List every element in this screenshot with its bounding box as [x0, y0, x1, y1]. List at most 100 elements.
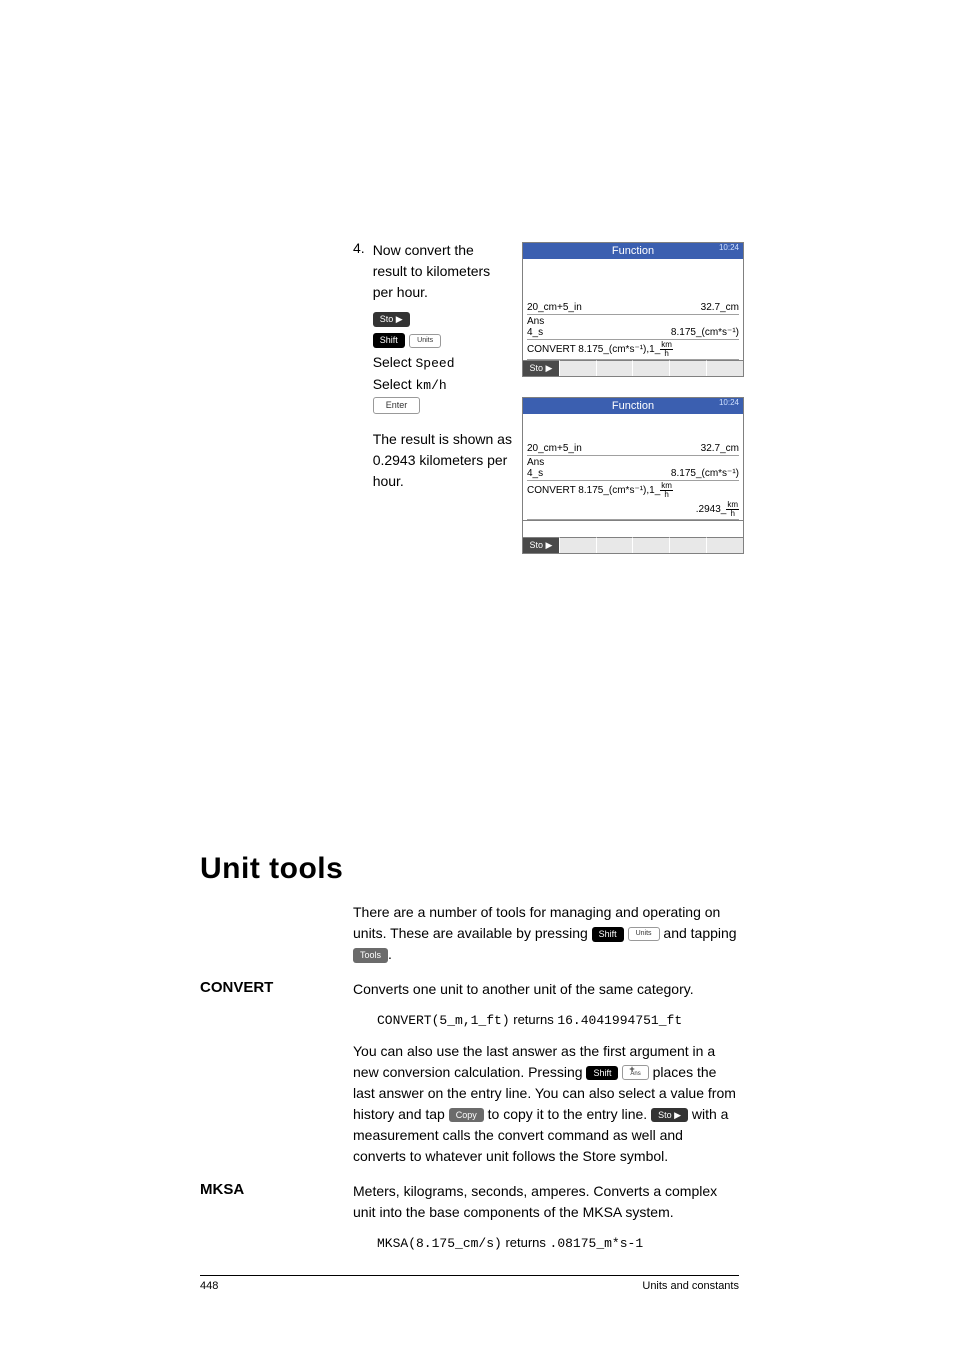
calc-cell: Ans — [527, 316, 544, 327]
units-key: Units — [628, 927, 660, 941]
select-mono-1: Speed — [416, 356, 455, 371]
key-sequence: Sto ▶ Shift Units — [373, 311, 523, 350]
convert-text-c: to copy it to the entry line. — [488, 1106, 651, 1122]
mksa-intro: Meters, kilograms, seconds, amperes. Con… — [353, 1181, 739, 1223]
fraction: kmh — [726, 501, 739, 518]
calc-cell: 4_s — [527, 327, 543, 338]
convert-row: CONVERT Converts one unit to another uni… — [200, 979, 739, 1167]
convert-label: CONVERT — [200, 979, 353, 1167]
mksa-code: MKSA(8.175_cm/s) returns .08175_m*s-1 — [377, 1233, 739, 1254]
code-mid: returns — [510, 1012, 558, 1027]
fraction: kmh — [660, 482, 673, 499]
intro-text-2: and tapping — [663, 925, 736, 941]
code-right: 16.4041994751_ft — [557, 1013, 682, 1028]
mksa-row: MKSA Meters, kilograms, seconds, amperes… — [200, 1181, 739, 1264]
select-prefix-1: Select — [373, 354, 416, 370]
calc-menu-empty — [707, 537, 743, 553]
intro-row: There are a number of tools for managing… — [200, 902, 739, 965]
mksa-body: Meters, kilograms, seconds, amperes. Con… — [353, 1181, 739, 1264]
calc-menu-empty — [670, 537, 707, 553]
footer-title: Units and constants — [642, 1280, 739, 1292]
calc-body-1: 20_cm+5_in 32.7_cm Ans 4_s 8.175_(cm*s⁻¹… — [523, 259, 743, 360]
calc-title-text-1: Function — [612, 245, 654, 257]
select-line-2: Select km/h — [373, 374, 523, 396]
copy-key: Copy — [449, 1108, 484, 1123]
frac-bot: h — [663, 350, 669, 358]
calc-cell: CONVERT 8.175_(cm*s⁻¹),1_kmh — [527, 482, 673, 499]
shift-key: Shift — [373, 333, 405, 348]
calc-menu-1: Sto ▶ — [523, 360, 743, 376]
step-content: Now convert the result to kilometers per… — [373, 240, 523, 492]
fraction: kmh — [660, 341, 673, 358]
calc-menu-empty — [633, 537, 670, 553]
sto-key: Sto ▶ — [373, 312, 410, 327]
calc-menu-empty — [707, 360, 743, 376]
calc-menu-empty — [633, 360, 670, 376]
step-text: Now convert the result to kilometers per… — [373, 240, 508, 303]
mksa-label: MKSA — [200, 1181, 353, 1264]
calc-convert-text: CONVERT 8.175_(cm*s⁻¹),1_ — [527, 485, 660, 496]
calc-menu-empty — [597, 360, 634, 376]
calc-title-text-2: Function — [612, 400, 654, 412]
calc-menu-sto: Sto ▶ — [523, 537, 560, 553]
calc-menu-empty — [560, 537, 597, 553]
calc-title-2: Function 10:24 — [523, 398, 743, 414]
frac-bot: h — [663, 491, 669, 499]
calc-row: 20_cm+5_in 32.7_cm — [527, 301, 739, 315]
calc-cell: 8.175_(cm*s⁻¹) — [671, 327, 739, 338]
shift-key: Shift — [586, 1066, 618, 1081]
calc-menu-2: Sto ▶ — [523, 537, 743, 553]
code-right: .08175_m*s-1 — [550, 1236, 644, 1251]
calc-cell: 32.7_cm — [701, 443, 739, 454]
select-prefix-2: Select — [373, 376, 416, 392]
convert-para: You can also use the last answer as the … — [353, 1041, 739, 1167]
enter-key-row: Enter — [373, 397, 523, 415]
section-heading: Unit tools — [200, 852, 739, 886]
frac-bot: h — [729, 510, 735, 518]
calc-body-2: 20_cm+5_in 32.7_cm Ans 4_s 8.175_(cm*s⁻¹… — [523, 414, 743, 520]
calc-convert-text: CONVERT 8.175_(cm*s⁻¹),1_ — [527, 344, 660, 355]
select-line-1: Select Speed — [373, 352, 523, 374]
page-number: 448 — [200, 1280, 218, 1292]
calc-row: 4_s 8.175_(cm*s⁻¹) — [527, 467, 739, 481]
calc-screen-2: Function 10:24 20_cm+5_in 32.7_cm Ans 4_… — [522, 397, 744, 554]
units-key: Units — [409, 334, 441, 348]
enter-key: Enter — [373, 397, 421, 414]
calc-menu-empty — [597, 537, 634, 553]
calc-cell: 4_s — [527, 468, 543, 479]
calc-row: CONVERT 8.175_(cm*s⁻¹),1_kmh — [527, 481, 739, 500]
page-footer: 448 Units and constants — [200, 1275, 739, 1292]
intro-body: There are a number of tools for managing… — [353, 902, 739, 965]
calc-cell: 32.7_cm — [701, 302, 739, 313]
calc-title-1: Function 10:24 — [523, 243, 743, 259]
calc-row: 4_s 8.175_(cm*s⁻¹) — [527, 326, 739, 340]
code-left: MKSA(8.175_cm/s) — [377, 1236, 502, 1251]
convert-code: CONVERT(5_m,1_ft) returns 16.4041994751_… — [377, 1010, 739, 1031]
calc-cell: .2943_kmh — [696, 501, 739, 518]
select-mono-2: km/h — [416, 378, 447, 393]
calc-cell: 20_cm+5_in — [527, 443, 582, 454]
step-number: 4. — [353, 240, 365, 492]
calc-menu-empty — [670, 360, 707, 376]
calc-cell: 8.175_(cm*s⁻¹) — [671, 468, 739, 479]
tools-key: Tools — [353, 948, 388, 963]
calc-cell: CONVERT 8.175_(cm*s⁻¹),1_kmh — [527, 341, 673, 358]
intro-label-empty — [200, 902, 353, 965]
sto-key: Sto ▶ — [651, 1108, 688, 1123]
result-text: The result is shown as 0.2943 kilometers… — [373, 429, 523, 492]
convert-intro: Converts one unit to another unit of the… — [353, 979, 739, 1000]
calc-row: CONVERT 8.175_(cm*s⁻¹),1_kmh — [527, 340, 739, 360]
ans-key: + Ans — [622, 1065, 648, 1080]
code-left: CONVERT(5_m,1_ft) — [377, 1013, 510, 1028]
calc-edit-2 — [523, 520, 743, 537]
calc-cell: Ans — [527, 457, 544, 468]
calc-row: 20_cm+5_in 32.7_cm — [527, 442, 739, 456]
calc-cell: 20_cm+5_in — [527, 302, 582, 313]
calc-time-2: 10:24 — [719, 398, 739, 407]
calc-result-val: .2943_ — [696, 504, 727, 515]
calc-menu-empty — [560, 360, 597, 376]
calc-screen-1: Function 10:24 20_cm+5_in 32.7_cm Ans 4_… — [522, 242, 744, 377]
calc-menu-sto: Sto ▶ — [523, 360, 560, 376]
screenshot-stack: Function 10:24 20_cm+5_in 32.7_cm Ans 4_… — [522, 242, 744, 574]
shift-key: Shift — [592, 927, 624, 942]
